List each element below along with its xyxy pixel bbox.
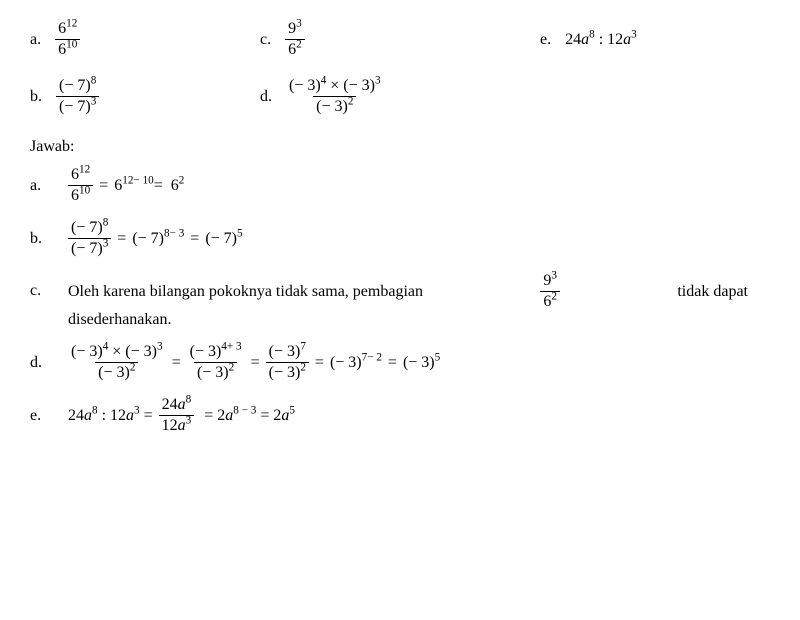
answer-c: c. Oleh karena bilangan pokoknya tidak s… <box>30 272 770 329</box>
answer-e-result: = 2a5 <box>256 407 295 425</box>
answer-b-result: (− 7)5 <box>205 230 242 248</box>
answer-label-a: a. <box>30 177 54 195</box>
answer-a: a. 612 610 = 612− 10 = 62 <box>30 166 770 205</box>
fraction-a: 612 610 <box>55 20 80 59</box>
jawab-label: Jawab: <box>30 138 770 156</box>
answer-b: b. (− 7)8 (− 7)3 = (− 7)8− 3 = (− 7)5 <box>30 219 770 258</box>
label-b: b. <box>30 88 42 106</box>
answer-a-frac: 612 610 <box>68 166 93 205</box>
label-a: a. <box>30 31 41 49</box>
answer-a-result: 62 <box>171 177 185 195</box>
answer-label-e: e. <box>30 407 54 425</box>
fraction-c: 93 62 <box>285 20 305 59</box>
fraction-d: (− 3)4 × (− 3)3 (− 3)2 <box>286 77 384 116</box>
answer-a-step: 612− 10 <box>114 177 153 195</box>
problem-c: c. 93 62 <box>260 20 540 59</box>
problem-e: e. 24a8 : 12a3 <box>540 31 770 49</box>
answer-c-text2: tidak dapat <box>677 283 748 301</box>
problem-row-1: a. 612 610 c. 93 62 e. 24a8 : 12a3 <box>30 20 770 59</box>
answer-e-frac: 24a8 12a3 <box>159 396 195 435</box>
label-d: d. <box>260 88 272 106</box>
answer-e-lhs: 24a8 : 12a3 = <box>68 407 153 425</box>
answer-c-text1: Oleh karena bilangan pokoknya tidak sama… <box>68 283 423 301</box>
answer-d-frac1: (− 3)4 × (− 3)3 (− 3)2 <box>68 343 166 382</box>
label-e: e. <box>540 31 551 49</box>
answer-d-result: (− 3)5 <box>403 354 440 372</box>
answer-c-frac: 93 62 <box>540 272 560 311</box>
answer-label-b: b. <box>30 230 54 248</box>
problem-b: b. (− 7)8 (− 7)3 <box>30 77 260 116</box>
answer-d-step: (− 3)7− 2 <box>330 354 382 372</box>
problem-row-2: b. (− 7)8 (− 7)3 d. (− 3)4 × (− 3)3 (− 3… <box>30 77 770 116</box>
expr-e: 24a8 : 12a3 <box>565 31 637 49</box>
answer-b-step: (− 7)8− 3 <box>132 230 184 248</box>
answer-label-c: c. <box>30 272 54 300</box>
label-c: c. <box>260 31 271 49</box>
answer-label-d: d. <box>30 354 54 372</box>
problem-d: d. (− 3)4 × (− 3)3 (− 3)2 <box>260 77 540 116</box>
answer-d-frac3: (− 3)7 (− 3)2 <box>266 343 309 382</box>
problem-a: a. 612 610 <box>30 20 260 59</box>
answer-e-step: = 2a8 − 3 <box>200 407 256 425</box>
answer-c-text3: disederhanakan. <box>68 311 770 329</box>
answer-e: e. 24a8 : 12a3 = 24a8 12a3 = 2a8 − 3 = 2… <box>30 396 770 435</box>
fraction-b: (− 7)8 (− 7)3 <box>56 77 99 116</box>
answer-d: d. (− 3)4 × (− 3)3 (− 3)2 = (− 3)4+ 3 (−… <box>30 343 770 382</box>
answer-d-frac2: (− 3)4+ 3 (− 3)2 <box>187 343 245 382</box>
answer-b-frac: (− 7)8 (− 7)3 <box>68 219 111 258</box>
